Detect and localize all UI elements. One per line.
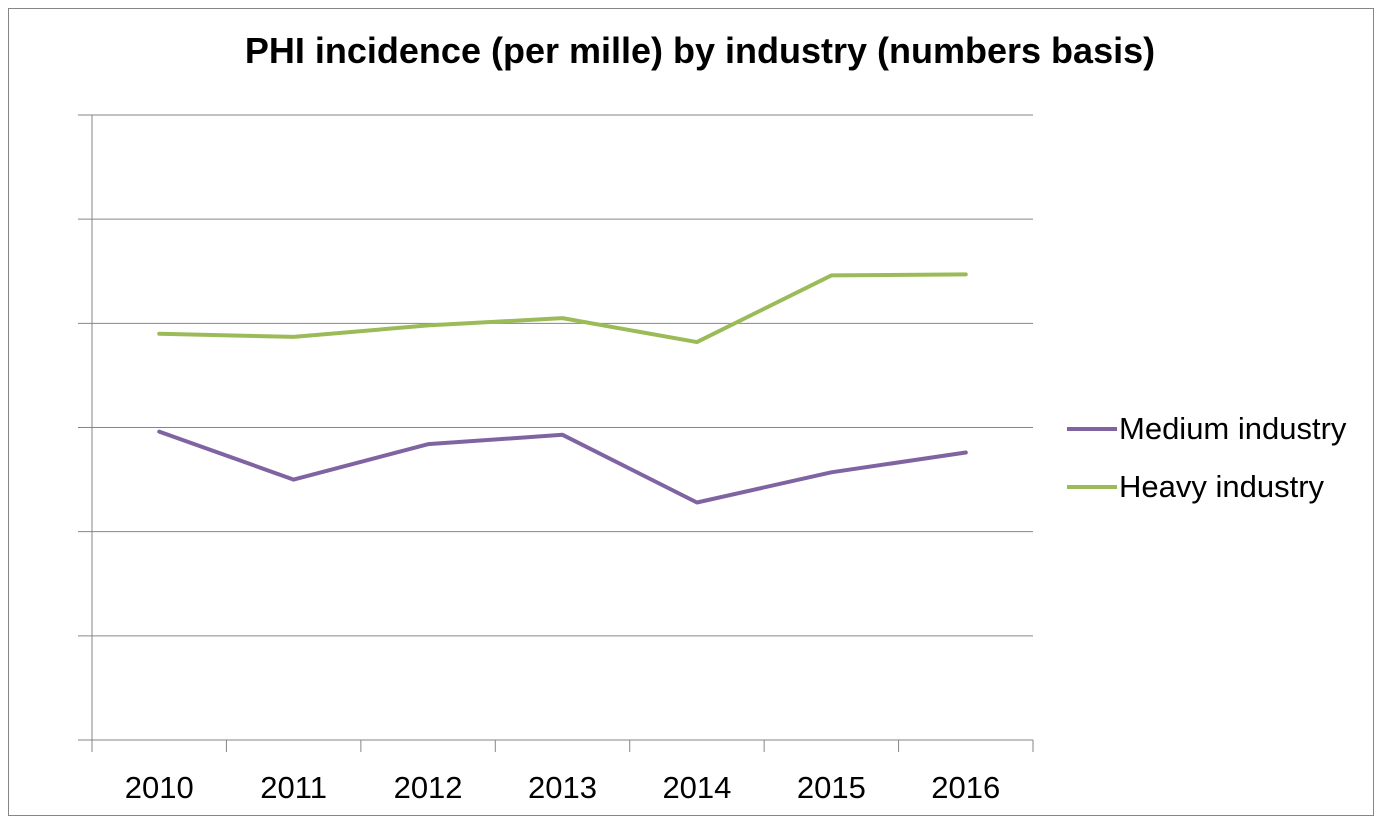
chart-title: PHI incidence (per mille) by industry (n… <box>244 30 1156 71</box>
x-label-2012: 2012 <box>394 770 463 805</box>
chart-frame <box>8 8 1374 816</box>
legend-swatch-medium-industry <box>1067 427 1117 431</box>
series-line-medium-industry <box>157 429 968 505</box>
legend-item-heavy-industry: Heavy industry <box>1067 458 1346 516</box>
x-label-2013: 2013 <box>528 770 597 805</box>
x-label-2011: 2011 <box>260 770 327 805</box>
series-line-heavy-industry <box>157 272 968 345</box>
legend: Medium industry Heavy industry <box>1067 400 1346 516</box>
legend-label-heavy-industry: Heavy industry <box>1119 469 1325 504</box>
x-label-2015: 2015 <box>797 770 866 805</box>
series-lines <box>157 272 968 505</box>
legend-swatch-heavy-industry <box>1067 485 1117 489</box>
x-label-2016: 2016 <box>931 770 1000 805</box>
x-axis-ticks <box>91 740 1034 752</box>
axes <box>78 115 1033 741</box>
legend-item-medium-industry: Medium industry <box>1067 400 1346 458</box>
x-label-2014: 2014 <box>662 770 731 805</box>
legend-label-medium-industry: Medium industry <box>1119 411 1347 446</box>
x-label-2010: 2010 <box>125 770 194 805</box>
gridlines <box>78 114 1033 637</box>
x-axis-labels: 2010 2011 2012 2013 2014 2015 2016 <box>125 770 1001 805</box>
